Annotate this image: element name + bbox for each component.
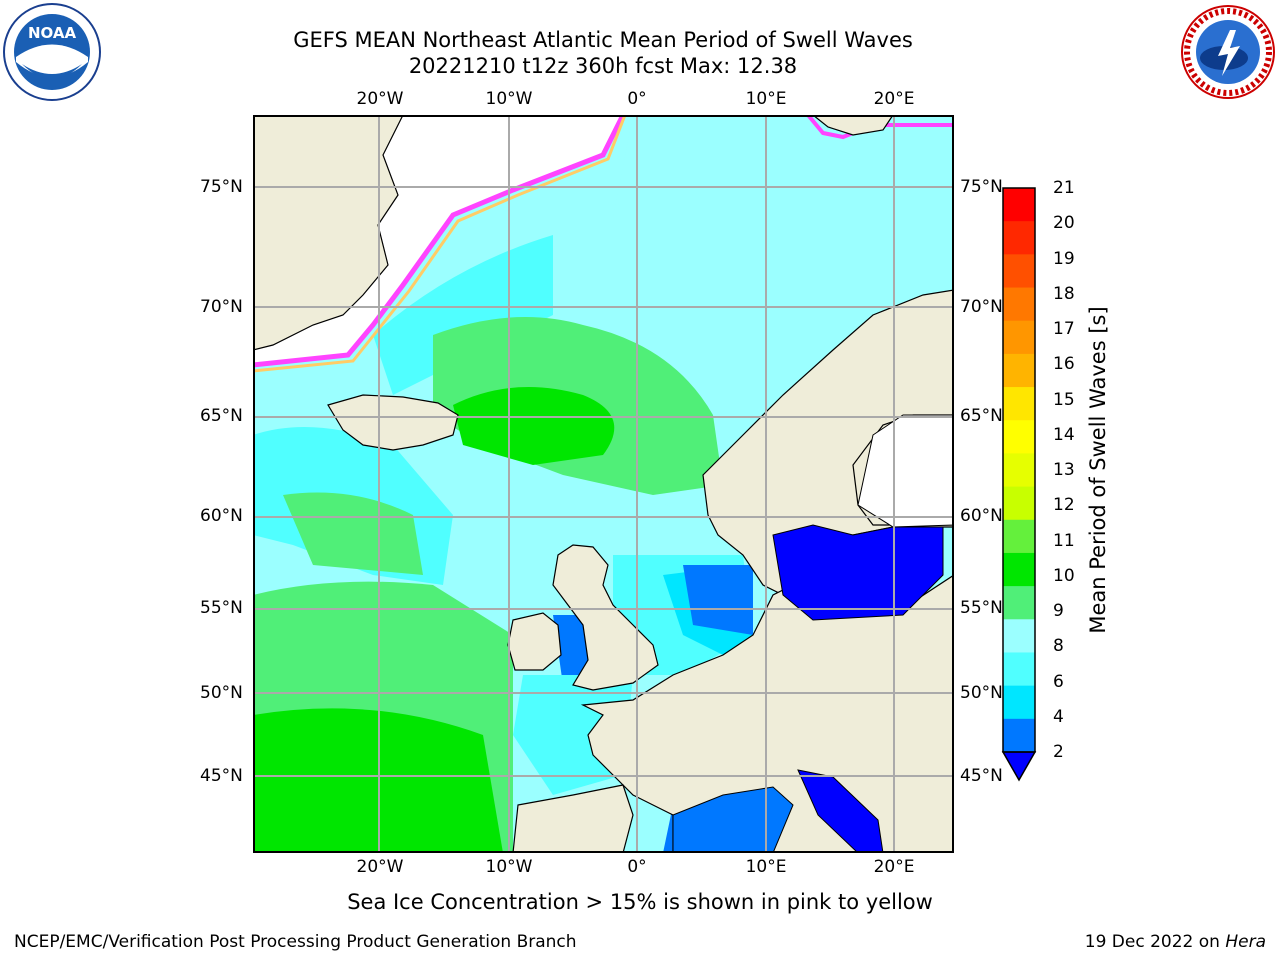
lat-label-right-70n: 70°N [960, 297, 1003, 317]
chart-subtitle: 20221210 t12z 360h fcst Max: 12.38 [408, 54, 798, 78]
lat-label-right-60n: 60°N [960, 506, 1003, 526]
colorbar-tick-label: 10 [1053, 565, 1075, 586]
colorbar-swatch [1003, 221, 1035, 255]
lon-label-bottom-20e: 20°E [873, 857, 915, 877]
colorbar-swatch [1003, 619, 1035, 653]
lat-label-right-50n: 50°N [960, 683, 1003, 703]
lat-label-left-70n: 70°N [200, 297, 243, 317]
lat-label-right-65n: 65°N [960, 406, 1003, 426]
colorbar [1001, 187, 1037, 782]
map-frame [253, 115, 954, 853]
swell-zone-north-sea-deep [683, 565, 753, 635]
colorbar-tick-label: 18 [1053, 283, 1075, 304]
ireland-landmass [507, 612, 562, 671]
colorbar-swatch [1003, 718, 1035, 753]
map-area [253, 115, 954, 853]
svalbard-ice-edge [806, 115, 954, 140]
greenland-landmass [253, 115, 404, 351]
lat-label-left-50n: 50°N [200, 683, 243, 703]
footer-host: Hera [1225, 932, 1266, 952]
colorbar-tick-label: 11 [1053, 530, 1075, 551]
colorbar-swatch [1003, 519, 1035, 554]
colorbar-swatch [1003, 320, 1035, 355]
lat-label-left-60n: 60°N [200, 506, 243, 526]
lon-label-top-0: 0° [627, 89, 647, 109]
colorbar-swatch [1003, 486, 1035, 521]
sea-ice-edge-yellow [253, 115, 627, 373]
colorbar-swatch [1003, 188, 1035, 222]
colorbar-swatch [1003, 586, 1035, 620]
lon-label-top-10e: 10°E [745, 89, 787, 109]
colorbar-tick-label: 8 [1053, 636, 1064, 657]
lat-label-right-75n: 75°N [960, 177, 1003, 197]
colorbar-swatch [1003, 387, 1035, 421]
colorbar-tick-label: 15 [1053, 389, 1075, 410]
chart-title: GEFS MEAN Northeast Atlantic Mean Period… [293, 28, 913, 52]
lon-label-bottom-10e: 10°E [745, 857, 787, 877]
colorbar-frame [1002, 187, 1036, 753]
lat-label-left-55n: 55°N [200, 598, 243, 618]
lon-label-top-10w: 10°W [485, 89, 533, 109]
sea-ice-note: Sea Ice Concentration > 15% is shown in … [347, 890, 933, 914]
colorbar-tick-label: 21 [1053, 178, 1075, 198]
colorbar-tick-label: 14 [1053, 424, 1075, 445]
colorbar-tick-label: 4 [1053, 706, 1064, 727]
colorbar-tick-label: 20 [1053, 213, 1075, 234]
lat-label-left-75n: 75°N [200, 177, 243, 197]
lon-label-top-20e: 20°E [873, 89, 915, 109]
continental-europe-landmass [580, 574, 954, 853]
noaa-logo: NOAA [3, 3, 101, 101]
footer-date: 19 Dec 2022 on Hera [1085, 932, 1266, 952]
lon-label-top-20w: 20°W [356, 89, 404, 109]
great-britain-landmass [552, 544, 659, 691]
colorbar-extend-arrow [1001, 751, 1037, 782]
noaa-logo-text: NOAA [28, 24, 77, 42]
colorbar-tick-label: 16 [1053, 354, 1075, 375]
map-gridlines [253, 115, 954, 853]
lon-label-bottom-0: 0° [627, 857, 647, 877]
colorbar-swatch [1003, 420, 1035, 454]
lat-label-left-65n: 65°N [200, 406, 243, 426]
colorbar-swatch [1003, 287, 1035, 322]
colorbar-swatch [1003, 685, 1035, 720]
colorbar-tick-label: 19 [1053, 248, 1075, 269]
colorbar-tick-label: 17 [1053, 319, 1075, 339]
lat-label-right-45n: 45°N [960, 766, 1003, 786]
colorbar-swatch [1003, 453, 1035, 488]
colorbar-label: Mean Period of Swell Waves [s] [1086, 306, 1110, 634]
colorbar-swatch [1003, 353, 1035, 388]
colorbar-tick-label: 2 [1053, 742, 1064, 762]
colorbar-tick-label: 12 [1053, 495, 1075, 516]
swell-zone-bright-green [453, 387, 615, 465]
footer-date-text: 19 Dec 2022 on [1084, 932, 1226, 952]
sea-ice-edge [253, 115, 626, 368]
colorbar-tick-label: 13 [1053, 460, 1075, 480]
colorbar-tick-label: 9 [1053, 601, 1064, 621]
iceland-landmass [327, 394, 459, 451]
iberia-landmass [512, 784, 634, 853]
baltic-sea [772, 524, 944, 621]
mediterranean-sea [672, 786, 794, 853]
swell-zone-greenish [283, 492, 423, 575]
lon-label-bottom-20w: 20°W [356, 857, 404, 877]
colorbar-tick-label: 6 [1053, 671, 1064, 692]
colorbar-swatch [1003, 254, 1035, 289]
lat-label-left-45n: 45°N [200, 766, 243, 786]
colorbar-swatch [1003, 552, 1035, 587]
footer-producer: NCEP/EMC/Verification Post Processing Pr… [14, 932, 577, 952]
colorbar-swatch [1003, 652, 1035, 687]
lat-label-right-55n: 55°N [960, 598, 1003, 618]
lon-label-bottom-10w: 10°W [485, 857, 533, 877]
svalbard-landmass [812, 115, 894, 136]
nws-logo [1181, 5, 1275, 99]
